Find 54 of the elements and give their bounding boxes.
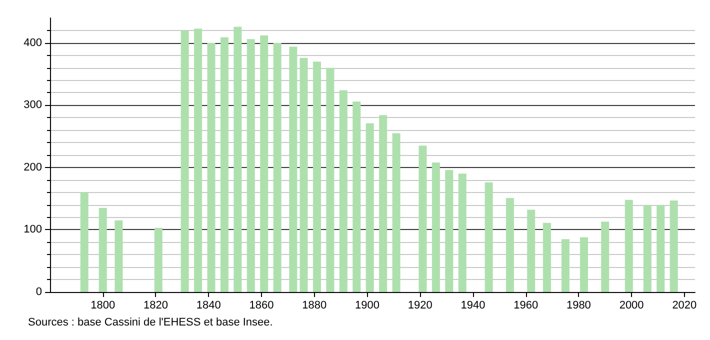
bar — [180, 30, 189, 292]
x-tick-label: 1800 — [90, 300, 116, 312]
bar — [273, 42, 282, 292]
bar — [484, 182, 493, 292]
bar — [379, 115, 388, 292]
bar — [260, 35, 268, 292]
source-note: Sources : base Cassini de l'EHESS et base Insee. — [28, 316, 273, 328]
x-tick-label: 1980 — [566, 300, 591, 312]
bar — [312, 62, 321, 292]
bar — [98, 208, 107, 292]
bar — [352, 101, 361, 292]
bar — [656, 204, 665, 292]
bar — [80, 192, 88, 292]
y-tick-label: 100 — [24, 224, 42, 236]
x-tick-label: 1860 — [249, 300, 274, 312]
bar — [246, 39, 255, 292]
bar — [234, 26, 242, 292]
bar — [458, 174, 466, 292]
bar — [542, 222, 551, 292]
bar — [392, 133, 400, 292]
bar — [561, 239, 570, 292]
bar — [326, 68, 334, 292]
bar — [527, 210, 536, 292]
bar — [220, 37, 228, 292]
bar — [624, 200, 633, 292]
bar — [432, 162, 440, 292]
x-tick-label: 1820 — [143, 300, 168, 312]
x-tick-label: 2020 — [672, 300, 697, 312]
x-tick-label: 1880 — [302, 300, 327, 312]
bar — [506, 198, 514, 292]
x-tick-label: 1920 — [408, 300, 432, 312]
bar — [194, 28, 202, 292]
y-tick-label: 0 — [36, 286, 42, 298]
y-tick-label: 300 — [24, 99, 42, 112]
y-tick-label: 400 — [24, 36, 42, 49]
x-tick-label: 1940 — [460, 300, 486, 312]
y-tick-label: 200 — [24, 161, 42, 174]
bar — [670, 200, 678, 292]
x-tick-label: 1900 — [354, 300, 380, 312]
bar — [207, 42, 216, 292]
x-tick-label: 2000 — [619, 300, 644, 312]
bar — [445, 170, 454, 292]
x-tick-label: 1840 — [196, 300, 221, 312]
bar — [339, 90, 348, 292]
bar — [300, 58, 308, 292]
bar — [154, 228, 162, 292]
bar — [601, 222, 610, 292]
bar — [580, 237, 588, 292]
bar — [418, 146, 427, 292]
bar — [114, 220, 123, 292]
bar — [289, 46, 298, 292]
x-tick-label: 1960 — [514, 300, 538, 312]
bar — [366, 123, 374, 292]
bar — [643, 204, 652, 292]
